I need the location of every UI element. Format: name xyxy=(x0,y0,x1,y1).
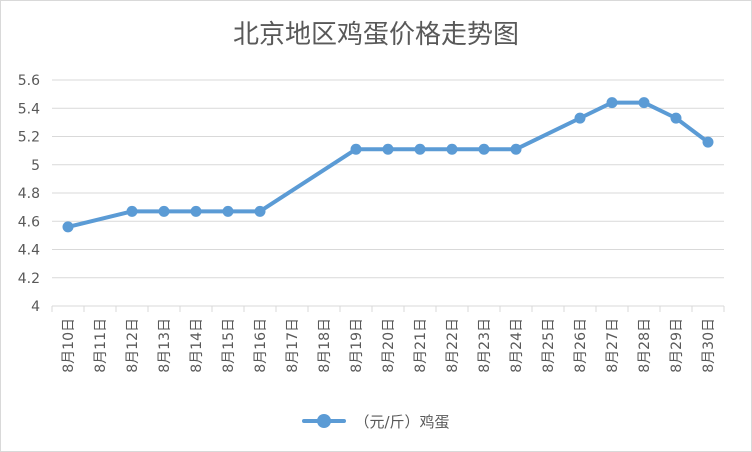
x-tick-label: 8月30日 xyxy=(701,318,717,373)
data-point xyxy=(382,143,394,155)
x-tick-label: 8月29日 xyxy=(669,318,685,373)
x-tick-label: 8月15日 xyxy=(221,318,237,373)
data-point xyxy=(574,112,586,124)
x-tick-label: 8月16日 xyxy=(253,318,269,373)
data-point xyxy=(510,143,522,155)
x-tick-label: 8月12日 xyxy=(125,318,141,373)
data-point xyxy=(606,97,618,109)
x-tick-label: 8月25日 xyxy=(541,318,557,373)
x-tick-label: 8月22日 xyxy=(445,318,461,373)
data-point xyxy=(254,205,266,217)
y-tick-label: 5.4 xyxy=(18,101,40,117)
data-point xyxy=(62,221,74,233)
gridlines xyxy=(52,79,724,307)
y-tick-label: 4.4 xyxy=(18,243,40,259)
y-tick-label: 5.2 xyxy=(18,130,40,146)
x-tick-label: 8月11日 xyxy=(93,318,109,373)
legend-dot-marker xyxy=(317,414,332,428)
series-layer xyxy=(62,97,714,233)
y-tick-label: 4.6 xyxy=(18,214,40,230)
data-point xyxy=(446,143,458,155)
legend-item: （元/斤）鸡蛋 xyxy=(302,411,450,432)
x-tick-label: 8月19日 xyxy=(349,318,365,373)
data-point xyxy=(702,136,714,148)
x-tick-label: 8月24日 xyxy=(509,318,525,373)
y-tick-label: 5 xyxy=(31,158,40,174)
x-tick-label: 8月14日 xyxy=(189,318,205,373)
x-tick-label: 8月20日 xyxy=(381,318,397,373)
x-tick-label: 8月28日 xyxy=(637,318,653,373)
y-axis-ticks: 4 4.2 4.4 4.6 4.8 5 5.2 5.4 5.6 xyxy=(18,73,40,315)
legend-label: （元/斤）鸡蛋 xyxy=(354,412,450,431)
x-tick-label: 8月18日 xyxy=(317,318,333,373)
data-point xyxy=(222,205,234,217)
data-point xyxy=(126,205,138,217)
data-point xyxy=(190,205,202,217)
y-tick-label: 4 xyxy=(31,299,40,315)
data-point xyxy=(158,205,170,217)
x-tick-label: 8月26日 xyxy=(573,318,589,373)
data-point xyxy=(638,97,650,109)
x-tick-label: 8月23日 xyxy=(477,318,493,373)
x-axis-ticks: 8月10日 8月11日 8月12日 8月13日 8月14日 8月15日 8月16日 8月17日… xyxy=(51,306,725,373)
legend: （元/斤）鸡蛋 xyxy=(0,410,752,432)
legend-line-marker xyxy=(302,414,347,428)
x-tick-label: 8月17日 xyxy=(285,318,301,373)
y-tick-label: 5.6 xyxy=(18,73,40,89)
x-tick-label: 8月13日 xyxy=(157,318,173,373)
data-point xyxy=(670,112,682,124)
data-point xyxy=(478,143,490,155)
y-tick-label: 4.2 xyxy=(18,271,40,287)
data-point xyxy=(414,143,426,155)
x-tick-label: 8月10日 xyxy=(61,318,77,373)
y-tick-label: 4.8 xyxy=(18,186,40,202)
x-tick-label: 8月21日 xyxy=(413,318,429,373)
data-point xyxy=(350,143,362,155)
chart-title: 北京地区鸡蛋价格走势图 xyxy=(232,20,519,50)
x-tick-label: 8月27日 xyxy=(605,318,621,373)
